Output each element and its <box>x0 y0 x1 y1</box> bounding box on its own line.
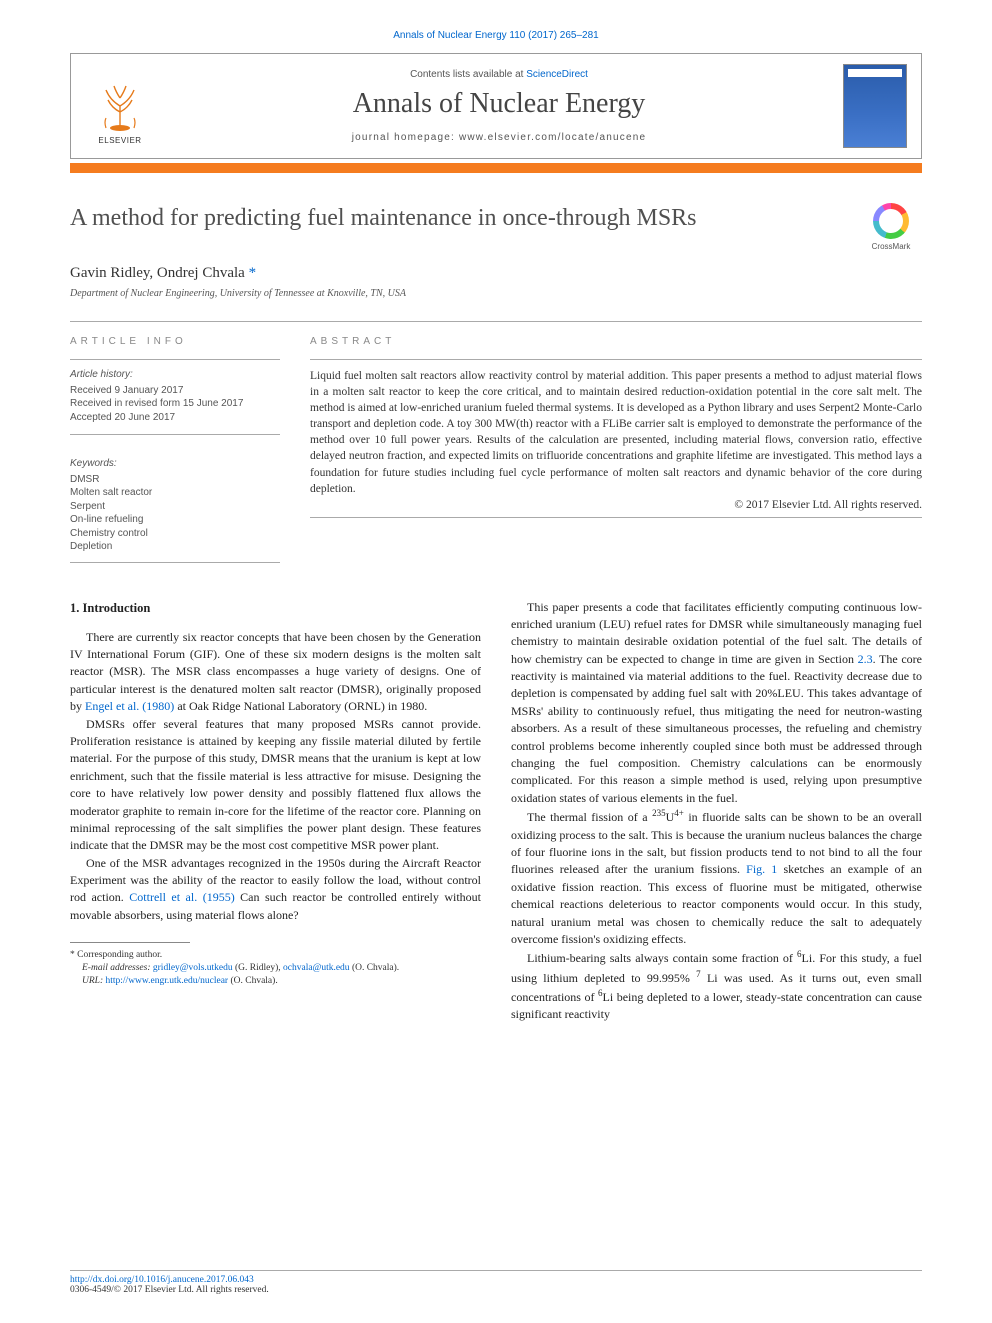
issn-copyright: 0306-4549/© 2017 Elsevier Ltd. All right… <box>70 1285 269 1295</box>
ref-section-23[interactable]: 2.3 <box>858 652 873 666</box>
right-p2-a: The thermal fission of a <box>527 810 652 824</box>
keyword-3: On-line refueling <box>70 513 280 527</box>
citation-line: Annals of Nuclear Energy 110 (2017) 265–… <box>70 30 922 41</box>
elsevier-tree-icon <box>92 78 148 134</box>
u-sym: U <box>666 810 675 824</box>
right-column: This paper presents a code that facilita… <box>511 599 922 1024</box>
homepage-url: www.elsevier.com/locate/anucene <box>459 132 646 143</box>
abstract-column: abstract Liquid fuel molten salt reactor… <box>310 322 922 554</box>
contents-prefix: Contents lists available at <box>410 69 526 80</box>
journal-header: ELSEVIER Contents lists available at Sci… <box>70 53 922 159</box>
article-info-heading: article info <box>70 336 280 347</box>
right-p2: The thermal fission of a 235U4+ in fluor… <box>511 807 922 948</box>
right-p3-a: Lithium-bearing salts always contain som… <box>527 951 797 965</box>
intro-p1: There are currently six reactor concepts… <box>70 629 481 716</box>
footnotes: * Corresponding author. E-mail addresses… <box>70 949 481 987</box>
elsevier-wordmark: ELSEVIER <box>98 136 141 145</box>
corresponding-author-note: * Corresponding author. <box>70 949 481 962</box>
abstract-divider-bottom <box>310 517 922 518</box>
article-title: A method for predicting fuel maintenance… <box>70 203 840 233</box>
email-chvala[interactable]: ochvala@utk.edu <box>283 963 350 973</box>
info-abstract-row: article info Article history: Received 9… <box>70 322 922 554</box>
iso-235: 235 <box>652 808 666 818</box>
url-label: URL: <box>82 976 106 986</box>
author-url[interactable]: http://www.engr.utk.edu/nuclear <box>106 976 229 986</box>
intro-p2: DMSRs offer several features that many p… <box>70 716 481 855</box>
history-heading: Article history: <box>70 368 280 382</box>
abstract-copyright: © 2017 Elsevier Ltd. All rights reserved… <box>310 499 922 511</box>
section-heading-intro: 1. Introduction <box>70 599 481 617</box>
email2-who: (O. Chvala). <box>350 963 400 973</box>
crossmark-label: CrossMark <box>860 242 922 251</box>
info-divider-2 <box>70 434 280 435</box>
info-divider <box>70 359 280 360</box>
page-footer: http://dx.doi.org/10.1016/j.anucene.2017… <box>70 1270 922 1295</box>
right-p1: This paper presents a code that facilita… <box>511 599 922 808</box>
email-label: E-mail addresses: <box>82 963 153 973</box>
right-p3: Lithium-bearing salts always contain som… <box>511 948 922 1024</box>
doi-link[interactable]: http://dx.doi.org/10.1016/j.anucene.2017… <box>70 1275 254 1285</box>
journal-homepage-line: journal homepage: www.elsevier.com/locat… <box>171 132 827 143</box>
journal-name: Annals of Nuclear Energy <box>171 88 827 120</box>
accent-bar <box>70 163 922 173</box>
charge-4plus: 4+ <box>674 808 684 818</box>
info-divider-bottom <box>70 562 280 563</box>
keyword-1: Molten salt reactor <box>70 486 280 500</box>
history-revised: Received in revised form 15 June 2017 <box>70 397 280 411</box>
intro-p3: One of the MSR advantages recognized in … <box>70 855 481 925</box>
keywords-heading: Keywords: <box>70 457 280 471</box>
right-p1-b: . The core reactivity is maintained via … <box>511 652 922 805</box>
ref-cottrell-1955[interactable]: Cottrell et al. (1955) <box>129 890 234 904</box>
sciencedirect-link[interactable]: ScienceDirect <box>526 69 588 80</box>
keyword-4: Chemistry control <box>70 527 280 541</box>
affiliation: Department of Nuclear Engineering, Unive… <box>70 288 922 299</box>
journal-cover-thumbnail <box>843 64 907 148</box>
authors-names: Gavin Ridley, Ondrej Chvala <box>70 265 245 281</box>
abstract-divider <box>310 359 922 360</box>
corresponding-mark: * <box>249 265 257 281</box>
abstract-text: Liquid fuel molten salt reactors allow r… <box>310 368 922 497</box>
left-column: 1. Introduction There are currently six … <box>70 599 481 1024</box>
footnote-separator <box>70 942 190 943</box>
keyword-2: Serpent <box>70 500 280 514</box>
url-line: URL: http://www.engr.utk.edu/nuclear (O.… <box>70 975 481 988</box>
keyword-5: Depletion <box>70 540 280 554</box>
history-accepted: Accepted 20 June 2017 <box>70 411 280 425</box>
page-container: Annals of Nuclear Energy 110 (2017) 265–… <box>0 0 992 1323</box>
contents-available-line: Contents lists available at ScienceDirec… <box>171 69 827 80</box>
title-row: A method for predicting fuel maintenance… <box>70 203 922 251</box>
crossmark-icon <box>873 203 909 239</box>
abstract-heading: abstract <box>310 336 922 347</box>
article-info-column: article info Article history: Received 9… <box>70 322 280 554</box>
authors-line: Gavin Ridley, Ondrej Chvala * <box>70 265 922 282</box>
ref-fig-1[interactable]: Fig. 1 <box>746 862 777 876</box>
email-line: E-mail addresses: gridley@vols.utkedu (G… <box>70 962 481 975</box>
ref-engel-1980[interactable]: Engel et al. (1980) <box>85 699 174 713</box>
intro-p1-b: at Oak Ridge National Laboratory (ORNL) … <box>174 699 427 713</box>
url-who: (O. Chvala). <box>228 976 278 986</box>
body-columns: 1. Introduction There are currently six … <box>70 599 922 1024</box>
history-received: Received 9 January 2017 <box>70 384 280 398</box>
elsevier-logo: ELSEVIER <box>85 67 155 145</box>
keyword-0: DMSR <box>70 473 280 487</box>
homepage-prefix: journal homepage: <box>352 132 459 143</box>
email1-who: (G. Ridley), <box>233 963 283 973</box>
crossmark-badge[interactable]: CrossMark <box>860 203 922 251</box>
header-center: Contents lists available at ScienceDirec… <box>171 69 827 143</box>
email-ridley[interactable]: gridley@vols.utkedu <box>153 963 233 973</box>
